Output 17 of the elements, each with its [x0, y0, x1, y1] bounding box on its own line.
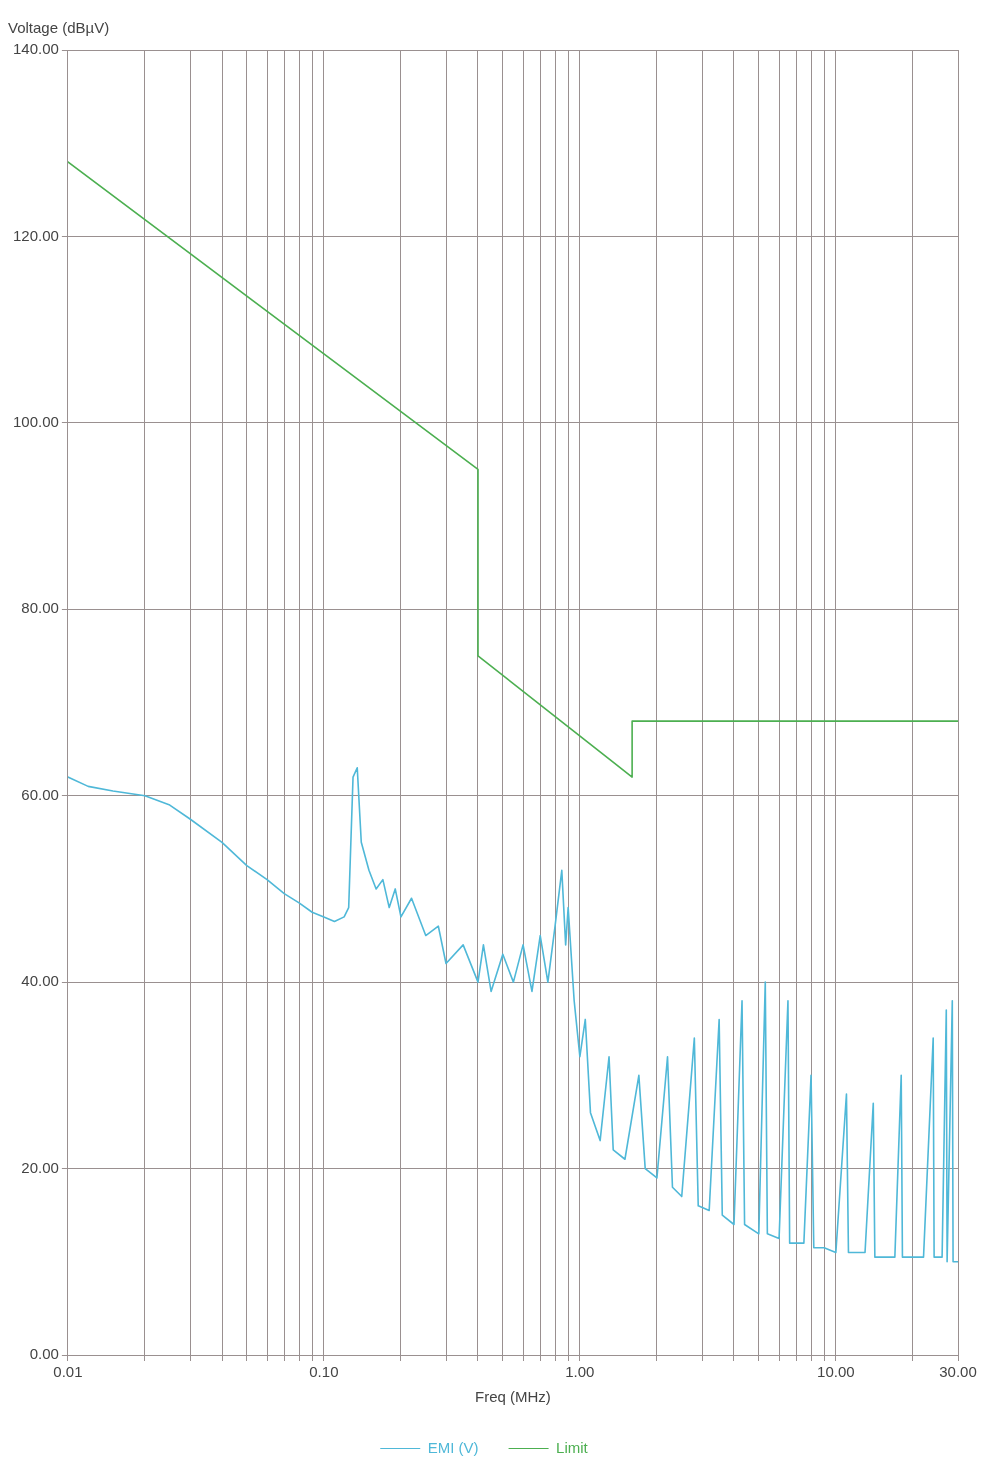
y-tick-label: 80.00 [21, 599, 59, 617]
y-tick-label: 40.00 [21, 972, 59, 990]
x-tick-label: 0.01 [53, 1363, 83, 1381]
x-tick-label: 0.10 [309, 1363, 339, 1381]
y-tick-label: 100.00 [12, 413, 59, 430]
x-tick-label: 30.00 [939, 1363, 977, 1381]
legend-label: EMI (V) [427, 1438, 479, 1456]
x-tick-label: 1.00 [565, 1363, 595, 1381]
x-tick-label: 10.00 [817, 1363, 855, 1381]
y-tick-label: 120.00 [12, 226, 59, 244]
y-tick-label: 0.00 [29, 1345, 59, 1363]
y-tick-label: 140.00 [12, 40, 59, 58]
x-axis-title: Freq (MHz) [475, 1388, 551, 1406]
y-tick-label: 20.00 [21, 1158, 59, 1176]
y-axis-title: Voltage (dBµV) [8, 18, 110, 36]
y-tick-label: 60.00 [21, 785, 59, 803]
legend-label: Limit [556, 1438, 589, 1456]
